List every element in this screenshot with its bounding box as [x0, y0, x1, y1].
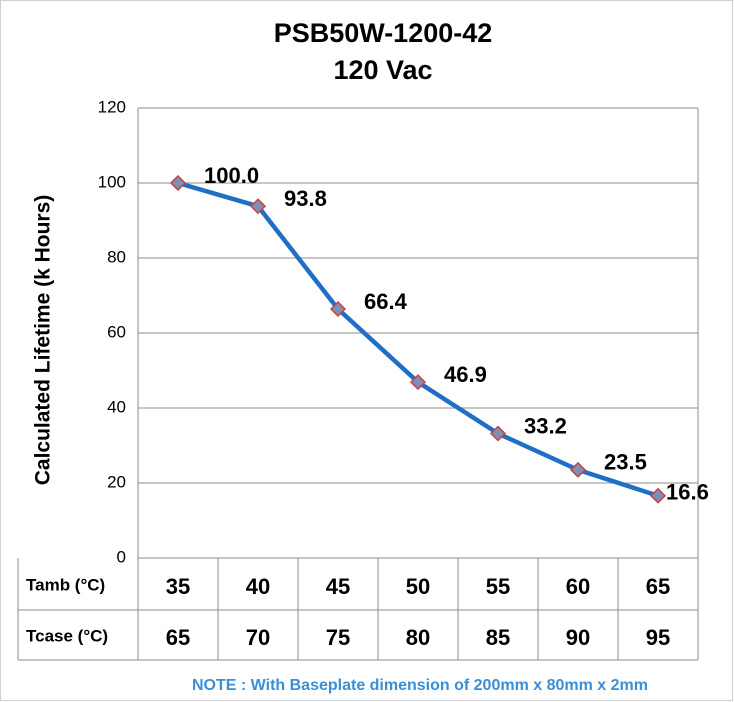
data-label: 93.8 [284, 186, 327, 211]
x-tick-label: 40 [246, 574, 270, 599]
x-tick-label: 80 [406, 625, 430, 650]
x-tick-label: 90 [566, 625, 590, 650]
marker [649, 487, 667, 504]
data-label: 46.9 [444, 362, 487, 387]
x-tick-label: 70 [246, 625, 270, 650]
x-tick-label: 85 [486, 625, 510, 650]
x-tick-label: 60 [566, 574, 590, 599]
x-tick-label: 65 [166, 625, 190, 650]
y-tick-label: 0 [117, 547, 126, 566]
chart-subtitle: 120 Vac [333, 55, 432, 85]
y-tick-label: 40 [107, 397, 126, 416]
x-tick-label: 35 [166, 574, 190, 599]
x-tick-label: 95 [646, 625, 670, 650]
marker [409, 374, 427, 391]
data-label: 100.0 [204, 163, 259, 188]
data-label: 16.6 [666, 480, 709, 505]
row-label: Tcase (°C) [26, 626, 108, 645]
x-tick-label: 55 [486, 574, 510, 599]
y-tick-label: 120 [98, 97, 126, 116]
data-label: 23.5 [604, 450, 647, 475]
marker [249, 198, 267, 215]
marker [489, 425, 507, 442]
x-tick-label: 65 [646, 574, 670, 599]
y-tick-label: 80 [107, 247, 126, 266]
y-tick-label: 20 [107, 472, 126, 491]
marker [569, 461, 587, 478]
y-tick-label: 100 [98, 172, 126, 191]
y-axis-title: Calculated Lifetime (k Hours) [32, 195, 55, 486]
chart-title: PSB50W-1200-42 [274, 18, 493, 48]
x-tick-label: 75 [326, 625, 350, 650]
row-label: Tamb (°C) [26, 575, 105, 594]
marker [169, 174, 187, 192]
x-tick-label: 45 [326, 574, 350, 599]
x-tick-label: 50 [406, 574, 430, 599]
y-tick-label: 60 [107, 322, 126, 341]
note: NOTE : With Baseplate dimension of 200mm… [192, 677, 648, 694]
marker [329, 300, 347, 318]
data-label: 66.4 [364, 289, 408, 314]
data-label: 33.2 [524, 413, 567, 438]
